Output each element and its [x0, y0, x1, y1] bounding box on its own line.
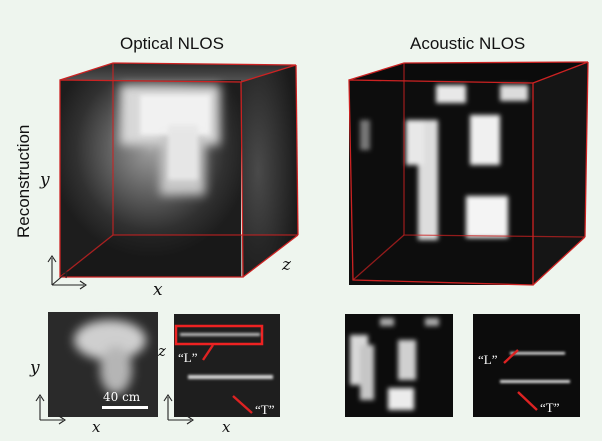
inset-y-axis-label: y: [30, 358, 40, 378]
x-axis-label: x: [153, 280, 163, 300]
acoustic-xy-inset: [345, 314, 453, 417]
acoustic-cube: [348, 61, 589, 286]
acoustic-nlos-title: Acoustic NLOS: [410, 34, 526, 53]
inset-z-axis-label: z: [158, 342, 166, 360]
inset-x-axis-label-2: x: [222, 418, 231, 436]
z-axis-label: z: [282, 255, 291, 275]
callout-lines: [202, 344, 538, 414]
label-T-acoustic: “T”: [540, 400, 560, 415]
optical-nlos-title: Optical NLOS: [120, 34, 224, 53]
label-L-acoustic: “L”: [478, 352, 498, 367]
scale-bar: [102, 406, 148, 409]
axes-xy-icon-optical: [35, 394, 66, 425]
optical-cube: [59, 62, 299, 278]
label-T-optical: “T”: [255, 402, 275, 417]
inset-x-axis-label: x: [92, 418, 101, 436]
optical-xy-inset: [48, 312, 158, 417]
axes-3d-icon: [47, 255, 87, 290]
y-axis-label: y: [40, 170, 50, 190]
optical-xz-inset: [174, 314, 280, 417]
axes-xz-icon-optical: [163, 394, 194, 425]
label-L-optical: “L”: [178, 350, 198, 365]
scale-bar-label: 40 cm: [103, 390, 141, 404]
